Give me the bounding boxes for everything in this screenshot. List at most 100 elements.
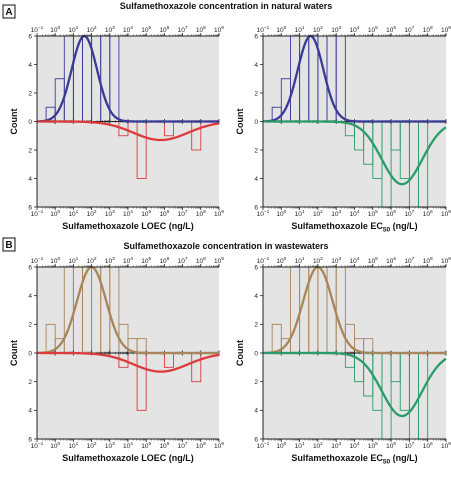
x-tick-label: 104 bbox=[350, 25, 360, 34]
x-tick-label: 106 bbox=[159, 209, 169, 218]
y-tick-label: 0 bbox=[254, 119, 258, 126]
x-tick-label: 108 bbox=[196, 209, 206, 218]
x-tick-label: 109 bbox=[214, 256, 224, 265]
fit-curve bbox=[36, 265, 219, 355]
panel-letter-box bbox=[2, 4, 16, 19]
x-tick-label: 105 bbox=[141, 441, 151, 450]
y-tick-label: 4 bbox=[28, 176, 32, 183]
y-tick-label: 0 bbox=[28, 119, 32, 126]
x-axis-title: Sulfamethoxazole LOEC (ng/L) bbox=[62, 453, 194, 463]
y-tick-label: 6 bbox=[28, 436, 32, 443]
x-tick-label: 103 bbox=[105, 441, 115, 450]
x-tick-label: 100 bbox=[276, 25, 286, 34]
x-tick-label: 106 bbox=[386, 209, 396, 218]
y-tick-label: 2 bbox=[28, 90, 32, 97]
x-tick-label: 104 bbox=[350, 209, 360, 218]
y-tick-label: 4 bbox=[28, 408, 32, 415]
x-tick-label: 108 bbox=[196, 25, 206, 34]
x-axis-title: Sulfamethoxazole EC50 (ng/L) bbox=[291, 221, 417, 234]
x-tick-label: 109 bbox=[441, 256, 451, 265]
y-axis-title: Count bbox=[235, 109, 245, 135]
x-tick-label: 108 bbox=[423, 25, 433, 34]
x-tick-label: 109 bbox=[214, 209, 224, 218]
x-tick-label: 106 bbox=[159, 256, 169, 265]
x-tick-label: 104 bbox=[350, 256, 360, 265]
x-tick-label: 101 bbox=[68, 25, 78, 34]
y-tick-label: 4 bbox=[254, 176, 258, 183]
y-tick-label: 2 bbox=[28, 322, 32, 329]
y-axis-title: Count bbox=[9, 109, 19, 135]
panel-letter: A bbox=[5, 7, 12, 18]
y-tick-label: 4 bbox=[28, 293, 32, 300]
x-tick-label: 101 bbox=[68, 256, 78, 265]
x-tick-label: 109 bbox=[214, 25, 224, 34]
x-tick-label: 100 bbox=[50, 209, 60, 218]
panel-a-header: A Sulfamethoxazole concentration in natur… bbox=[2, 1, 332, 19]
x-tick-label: 100 bbox=[276, 441, 286, 450]
x-tick-label: 108 bbox=[196, 256, 206, 265]
x-tick-label: 109 bbox=[441, 25, 451, 34]
x-tick-label: 10−1 bbox=[257, 441, 270, 450]
x-tick-label: 102 bbox=[313, 256, 323, 265]
x-tick-label: 103 bbox=[331, 441, 341, 450]
y-tick-label: 2 bbox=[28, 379, 32, 386]
x-tick-label: 108 bbox=[196, 441, 206, 450]
x-tick-label: 104 bbox=[123, 209, 133, 218]
x-tick-label: 101 bbox=[295, 256, 305, 265]
x-tick-label: 107 bbox=[404, 256, 414, 265]
fit-curve bbox=[37, 351, 220, 373]
y-tick-label: 6 bbox=[28, 204, 32, 211]
x-tick-label: 105 bbox=[368, 256, 378, 265]
panel-title: Sulfamethoxazole concentration in wastew… bbox=[123, 241, 328, 251]
x-tick-label: 103 bbox=[331, 256, 341, 265]
x-tick-label: 101 bbox=[295, 209, 305, 218]
x-tick-label: 101 bbox=[295, 25, 305, 34]
x-tick-label: 103 bbox=[331, 209, 341, 218]
x-tick-label: 107 bbox=[178, 25, 188, 34]
x-tick-label: 109 bbox=[214, 441, 224, 450]
x-tick-label: 105 bbox=[141, 25, 151, 34]
panel-letter-box bbox=[2, 237, 16, 252]
x-tick-label: 102 bbox=[87, 25, 97, 34]
y-tick-label: 4 bbox=[254, 62, 258, 69]
panel-b-header: B Sulfamethoxazole concentration in waste… bbox=[2, 237, 329, 252]
y-tick-label: 4 bbox=[28, 62, 32, 69]
x-tick-label: 10−1 bbox=[31, 209, 44, 218]
x-axis-title: Sulfamethoxazole LOEC (ng/L) bbox=[62, 221, 194, 231]
y-tick-label: 2 bbox=[28, 147, 32, 154]
x-tick-label: 106 bbox=[386, 441, 396, 450]
x-tick-label: 100 bbox=[276, 209, 286, 218]
y-tick-label: 6 bbox=[254, 204, 258, 211]
x-tick-label: 105 bbox=[368, 25, 378, 34]
fit-curve bbox=[37, 120, 220, 142]
x-tick-label: 104 bbox=[123, 441, 133, 450]
fit-curve bbox=[262, 34, 446, 123]
x-tick-label: 10−1 bbox=[31, 256, 44, 265]
fit-curve bbox=[263, 351, 447, 418]
x-tick-label: 106 bbox=[386, 25, 396, 34]
y-tick-label: 2 bbox=[254, 147, 258, 154]
x-tick-label: 105 bbox=[368, 209, 378, 218]
x-tick-label: 104 bbox=[350, 441, 360, 450]
x-tick-label: 106 bbox=[159, 25, 169, 34]
x-tick-label: 105 bbox=[368, 441, 378, 450]
x-tick-label: 108 bbox=[423, 441, 433, 450]
y-tick-label: 6 bbox=[254, 33, 258, 40]
x-tick-label: 108 bbox=[423, 256, 433, 265]
x-tick-label: 10−1 bbox=[257, 209, 270, 218]
fit-curve bbox=[263, 120, 447, 186]
x-tick-label: 107 bbox=[178, 209, 188, 218]
fit-curve bbox=[262, 265, 446, 355]
x-tick-label: 100 bbox=[50, 441, 60, 450]
y-tick-label: 2 bbox=[254, 90, 258, 97]
x-tick-label: 105 bbox=[141, 256, 151, 265]
x-tick-label: 107 bbox=[178, 441, 188, 450]
x-tick-label: 102 bbox=[87, 209, 97, 218]
x-tick-label: 106 bbox=[386, 256, 396, 265]
x-tick-label: 100 bbox=[276, 256, 286, 265]
x-tick-label: 104 bbox=[123, 256, 133, 265]
x-tick-label: 104 bbox=[123, 25, 133, 34]
x-tick-label: 10−1 bbox=[31, 441, 44, 450]
